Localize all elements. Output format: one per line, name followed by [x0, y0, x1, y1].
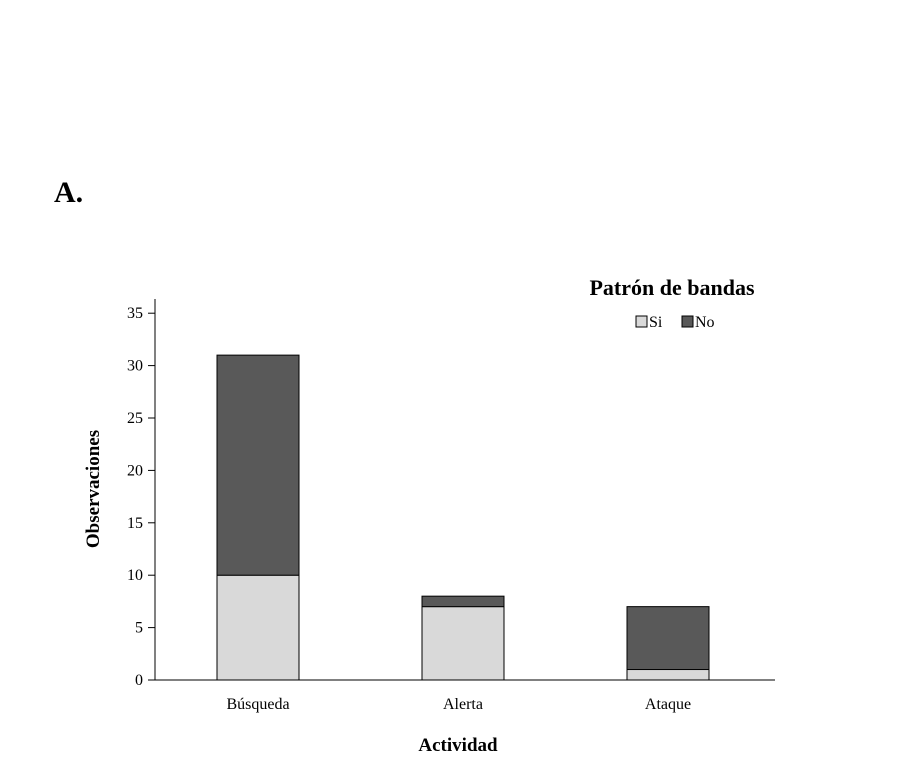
bar-alerta-no: [421, 595, 505, 608]
bar-alerta-si: [421, 606, 505, 681]
x-tick-label: Búsqueda: [226, 696, 289, 713]
y-tick-label: 0: [135, 672, 143, 689]
y-tick-label: 30: [127, 358, 143, 375]
bar-búsqueda-si: [216, 574, 300, 681]
y-tick-label: 25: [127, 410, 143, 427]
y-tick-label: 15: [127, 515, 143, 532]
bar-ataque-si: [626, 669, 710, 681]
plot-area: [216, 354, 710, 681]
y-tick-label: 10: [127, 567, 143, 584]
bar-ataque-no: [626, 606, 710, 671]
bar-búsqueda-no: [216, 354, 300, 576]
x-tick-label: Alerta: [443, 696, 483, 713]
y-tick-label: 20: [127, 462, 143, 479]
legend-label-si: Si: [649, 314, 663, 331]
legend: Patrón de bandas Si No: [589, 275, 754, 331]
y-ticks: 0 5 10 15 20 25 30 35: [127, 305, 155, 689]
x-ticks: Búsqueda Alerta Ataque: [226, 696, 691, 713]
legend-label-no: No: [695, 314, 715, 331]
panel-label: A.: [54, 176, 84, 209]
legend-swatch-si: [635, 315, 648, 328]
y-axis-label: Observaciones: [83, 430, 104, 548]
x-tick-label: Ataque: [645, 696, 691, 713]
y-tick-label: 5: [135, 620, 143, 637]
y-tick-label: 35: [127, 305, 143, 322]
legend-items: Si No: [635, 314, 715, 331]
legend-title: Patrón de bandas: [589, 275, 754, 300]
x-axis-label: Actividad: [418, 735, 498, 756]
legend-swatch-no: [681, 315, 694, 328]
